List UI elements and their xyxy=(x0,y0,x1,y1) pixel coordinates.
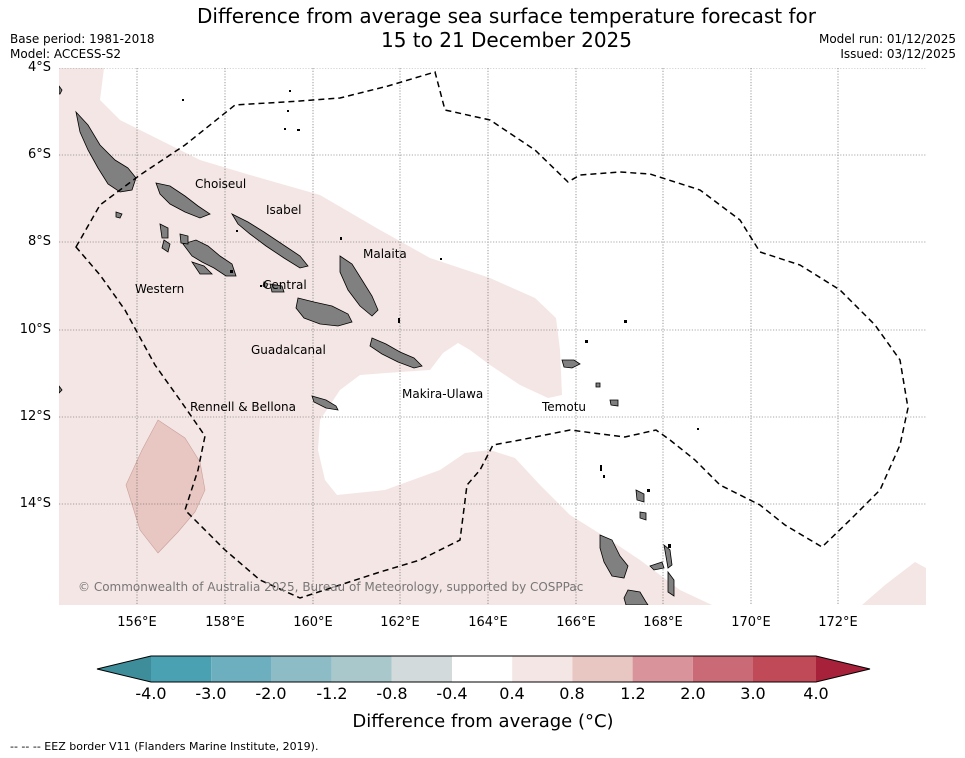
colorbar-outline xyxy=(96,655,871,683)
colorbar-tick: -2.0 xyxy=(255,684,287,703)
colorbar-tick: 3.0 xyxy=(740,684,766,703)
colorbar-neg-1-2-0-8 xyxy=(331,656,392,682)
colorbar-neg-3-2 xyxy=(211,656,272,682)
chart-title-line2: 15 to 21 December 2025 xyxy=(380,28,632,52)
island-florida xyxy=(269,283,285,293)
colorbar-pos-extend xyxy=(816,656,870,682)
lon-label-170e: 170°E xyxy=(731,615,771,630)
colorbar-pos-3-4 xyxy=(753,656,816,682)
colorbar-neg-0-8-0-4 xyxy=(391,656,452,682)
island-isabel xyxy=(230,213,309,269)
island-bougainville xyxy=(75,110,137,193)
island-vanikoro xyxy=(609,399,619,407)
model-name: Model: ACCESS-S2 xyxy=(10,47,122,61)
small-islets xyxy=(182,90,699,548)
island-espiritu-santo xyxy=(599,534,629,579)
colorbar-tick: -3.0 xyxy=(195,684,227,703)
colorbar-neg-extend xyxy=(97,656,151,682)
island-rendova xyxy=(191,261,213,275)
island-santa-cruz xyxy=(561,359,581,369)
colorbar-tick: 4.0 xyxy=(803,684,829,703)
island-ranongga xyxy=(161,239,171,253)
colorbar-label: Difference from average (°C) xyxy=(352,711,614,732)
lon-label-156e: 156°E xyxy=(117,615,157,630)
lat-label-8s: 8°S xyxy=(27,234,51,249)
land-solomon-islands xyxy=(59,85,675,605)
lon-label-160e: 160°E xyxy=(293,615,333,630)
colorbar-neg-2-1-2 xyxy=(271,656,332,682)
lon-label-172e: 172°E xyxy=(818,615,858,630)
island-shortland xyxy=(115,211,123,219)
island-maewo xyxy=(663,543,673,569)
anomaly-shading-se xyxy=(862,562,926,605)
island-ambae xyxy=(649,561,665,571)
island-choiseul xyxy=(155,182,211,219)
colorbar-tick: 1.2 xyxy=(620,684,646,703)
colorbar-pos-1-2-2 xyxy=(632,656,693,682)
anomaly-patch-warm xyxy=(125,419,206,554)
base-period: Base period: 1981-2018 xyxy=(10,32,155,46)
colorbar-tick: -0.4 xyxy=(436,684,468,703)
lat-label-14s: 14°S xyxy=(19,496,51,511)
lon-label-164e: 164°E xyxy=(468,615,508,630)
lon-label-166e: 166°E xyxy=(556,615,596,630)
island-vella-lavella xyxy=(159,223,169,239)
province-label-makira-ulawa: Makira-Ulawa xyxy=(402,387,484,401)
island-png-edge-south xyxy=(59,385,63,394)
lon-label-158e: 158°E xyxy=(205,615,245,630)
lat-label-10s: 10°S xyxy=(19,322,51,337)
island-pentecost xyxy=(667,570,675,597)
province-label-central: Central xyxy=(263,278,307,292)
province-label-isabel: Isabel xyxy=(266,203,302,217)
model-run: Model run: 01/12/2025 xyxy=(818,32,956,46)
island-gaua xyxy=(635,489,645,503)
province-label-choiseul: Choiseul xyxy=(195,177,247,191)
island-rennell xyxy=(311,395,339,411)
colorbar-tick: 0.4 xyxy=(499,684,525,703)
colorbar-neutral xyxy=(452,656,513,682)
lon-label-168e: 168°E xyxy=(643,615,683,630)
issued-date: Issued: 03/12/2025 xyxy=(840,47,956,61)
colorbar-pos-0-4-0-8 xyxy=(512,656,573,682)
colorbar-pos-2-3 xyxy=(692,656,753,682)
lat-label-6s: 6°S xyxy=(27,147,51,162)
lat-label-12s: 12°S xyxy=(19,409,51,424)
island-vanua-lava xyxy=(639,511,647,521)
colorbar-tick: -0.8 xyxy=(376,684,408,703)
island-makira xyxy=(369,337,423,369)
colorbar xyxy=(96,655,871,683)
colorbar-tick: -1.2 xyxy=(316,684,348,703)
lon-label-162e: 162°E xyxy=(380,615,420,630)
province-label-rennell-bellona: Rennell & Bellona xyxy=(190,400,297,414)
copyright-notice: © Commonwealth of Australia 2025, Bureau… xyxy=(78,580,584,594)
lat-label-4s: 4°S xyxy=(27,60,51,75)
anomaly-shading-main xyxy=(59,68,712,605)
chart-title-line1: Difference from average sea surface temp… xyxy=(196,4,816,28)
colorbar-tick: 2.0 xyxy=(680,684,706,703)
colorbar-pos-0-8-1-2 xyxy=(572,656,633,682)
colorbar-neg-4-3 xyxy=(151,656,212,682)
island-malekula xyxy=(623,589,649,605)
island-malaita xyxy=(339,255,379,317)
island-guadalcanal xyxy=(295,297,353,327)
province-label-malaita: Malaita xyxy=(363,247,407,261)
island-png-edge xyxy=(59,85,63,95)
gridlines xyxy=(59,68,926,605)
eez-legend: -- -- -- EEZ border V11 (Flanders Marine… xyxy=(10,740,319,753)
colorbar-tick: -4.0 xyxy=(135,684,167,703)
island-new-georgia xyxy=(182,239,237,277)
island-kolombangara xyxy=(179,233,189,245)
province-label-guadalcanal: Guadalcanal xyxy=(251,343,326,357)
island-savo xyxy=(262,281,269,289)
island-tikopia xyxy=(595,382,601,388)
province-label-temotu: Temotu xyxy=(542,400,587,414)
province-label-western: Western xyxy=(135,282,185,296)
colorbar-tick: 0.8 xyxy=(559,684,585,703)
